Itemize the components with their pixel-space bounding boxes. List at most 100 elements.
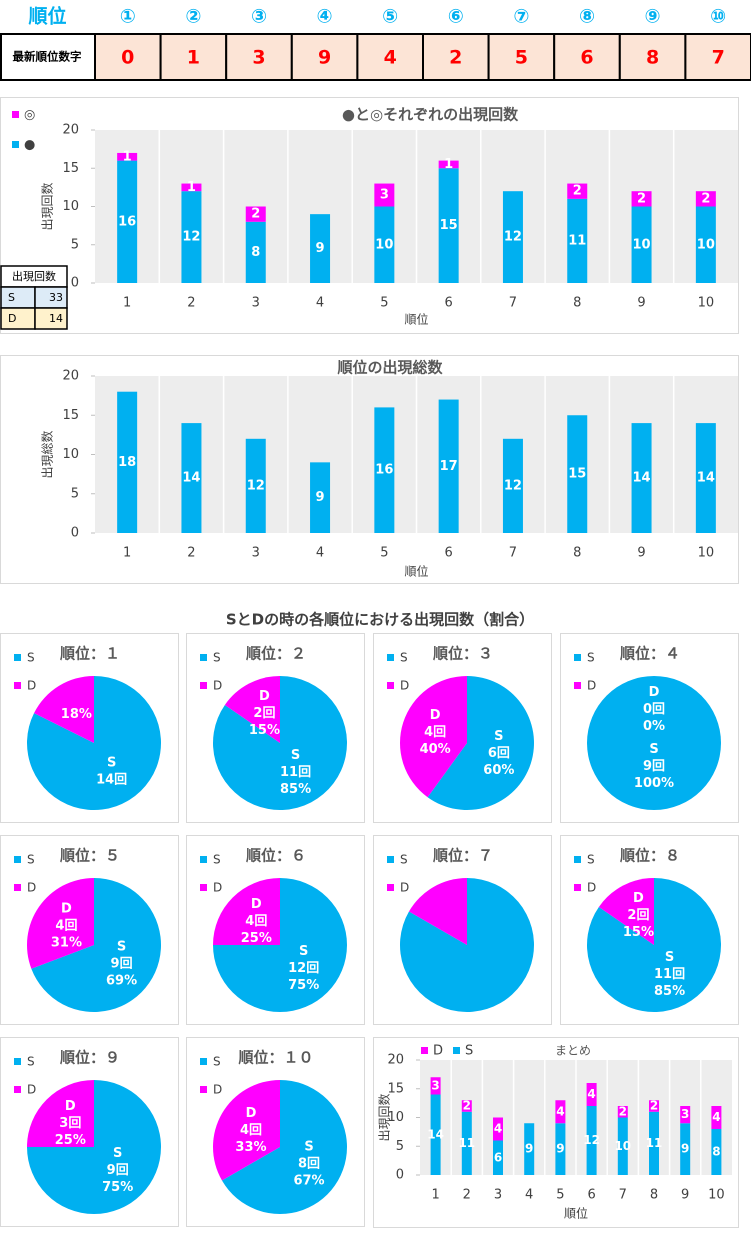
legend-label: S bbox=[27, 853, 35, 867]
data-label: D bbox=[633, 891, 644, 906]
x-axis-label: 順位 bbox=[404, 564, 428, 579]
bar bbox=[181, 183, 202, 192]
value-text: 2 bbox=[449, 47, 462, 69]
x-tick-label: 2 bbox=[187, 296, 195, 311]
data-label: 12回 bbox=[288, 961, 319, 976]
legend-label: S bbox=[587, 651, 595, 665]
legend-label: S bbox=[587, 853, 595, 867]
y-tick-label: 5 bbox=[71, 237, 79, 252]
y-axis-label: 出現総数 bbox=[40, 430, 55, 478]
value-cell bbox=[94, 33, 162, 81]
legend-label: D bbox=[587, 679, 596, 693]
bar bbox=[631, 423, 652, 533]
y-tick-label: 0 bbox=[71, 276, 79, 291]
data-label: D bbox=[251, 897, 262, 912]
value-text: 4 bbox=[384, 47, 397, 69]
data-label: D bbox=[61, 901, 72, 916]
value-text: 6 bbox=[580, 47, 593, 69]
data-label: 75% bbox=[102, 1180, 133, 1195]
bar bbox=[245, 221, 266, 283]
y-tick-label: 15 bbox=[387, 1081, 404, 1096]
bar bbox=[181, 191, 202, 283]
x-tick-label: 7 bbox=[619, 1188, 627, 1203]
value-cell bbox=[487, 33, 556, 81]
x-tick-label: 1 bbox=[123, 296, 131, 311]
data-label: 15% bbox=[623, 925, 654, 940]
x-tick-label: 10 bbox=[708, 1188, 725, 1203]
header-cell: ④ bbox=[317, 6, 333, 28]
bar bbox=[310, 462, 331, 533]
data-label: 2 bbox=[463, 1099, 471, 1113]
data-label: 4 bbox=[494, 1122, 502, 1136]
chart-title: 順位：１ bbox=[59, 645, 120, 663]
data-label: 14 bbox=[633, 471, 651, 486]
legend-swatch bbox=[387, 884, 394, 891]
pie-slice bbox=[31, 878, 161, 1012]
bar bbox=[374, 407, 395, 533]
chart-title: まとめ bbox=[555, 1044, 591, 1058]
data-label: 12 bbox=[182, 230, 200, 245]
section-title: SとDの時の各順位における出現回数（割合） bbox=[226, 611, 534, 629]
value-text: 9 bbox=[318, 47, 331, 69]
x-tick-label: 8 bbox=[573, 296, 581, 311]
data-label: 10 bbox=[633, 237, 651, 252]
data-label: 10 bbox=[614, 1139, 631, 1153]
count-cell bbox=[0, 286, 36, 309]
data-label: 9 bbox=[556, 1142, 564, 1156]
data-label: 85% bbox=[654, 984, 685, 999]
legend-swatch bbox=[200, 654, 207, 661]
data-label: 10 bbox=[375, 237, 393, 252]
data-label: 2 bbox=[637, 191, 646, 206]
data-label: 9回 bbox=[111, 957, 133, 972]
chart-title: 順位：５ bbox=[59, 847, 120, 865]
data-label: 2 bbox=[251, 207, 260, 222]
data-label: 4 bbox=[712, 1110, 720, 1124]
x-tick-label: 10 bbox=[698, 546, 715, 561]
bar bbox=[617, 1106, 628, 1118]
y-tick-label: 10 bbox=[62, 447, 79, 462]
count-cell bbox=[0, 307, 36, 330]
pie-slice bbox=[213, 878, 280, 945]
data-label: 14回 bbox=[96, 772, 127, 787]
data-label: 9回 bbox=[643, 759, 665, 774]
legend-swatch bbox=[12, 141, 19, 148]
bar bbox=[524, 1123, 535, 1175]
count-table-title: 出現回数 bbox=[12, 269, 56, 283]
pie-slice bbox=[27, 1080, 94, 1147]
data-label: 1 bbox=[444, 157, 453, 172]
data-label: 12 bbox=[504, 230, 522, 245]
data-label: S bbox=[107, 755, 116, 770]
count-label: S bbox=[8, 291, 15, 304]
legend-label: D bbox=[27, 1083, 36, 1097]
bar bbox=[493, 1140, 503, 1175]
data-label: 6 bbox=[494, 1150, 502, 1164]
bar bbox=[438, 168, 459, 283]
data-label: 1 bbox=[187, 180, 196, 195]
value-cell bbox=[618, 33, 687, 81]
legend-swatch bbox=[200, 884, 207, 891]
data-label: S bbox=[665, 950, 674, 965]
data-label: 60% bbox=[483, 763, 514, 778]
data-label: S bbox=[299, 944, 308, 959]
data-label: 12 bbox=[504, 478, 522, 493]
legend-swatch bbox=[14, 1086, 21, 1093]
pie-slice bbox=[587, 676, 721, 810]
data-label: 25% bbox=[55, 1133, 86, 1148]
bar bbox=[649, 1100, 659, 1112]
legend-label: S bbox=[213, 651, 221, 665]
data-label: 4 bbox=[587, 1087, 595, 1101]
bar bbox=[438, 399, 459, 533]
x-tick-label: 6 bbox=[445, 546, 453, 561]
data-label: 3 bbox=[431, 1078, 439, 1092]
bar bbox=[117, 160, 138, 283]
data-label: 0% bbox=[643, 719, 665, 734]
legend-label: S bbox=[27, 1055, 35, 1069]
data-label: 9 bbox=[681, 1142, 689, 1156]
x-tick-label: 9 bbox=[637, 296, 645, 311]
data-label: 8 bbox=[251, 245, 260, 260]
legend-swatch bbox=[574, 654, 581, 661]
pie-slice bbox=[598, 878, 654, 945]
legend-label: ◎ bbox=[24, 108, 35, 123]
header-cell: ③ bbox=[251, 6, 267, 28]
data-label: D bbox=[430, 708, 441, 723]
